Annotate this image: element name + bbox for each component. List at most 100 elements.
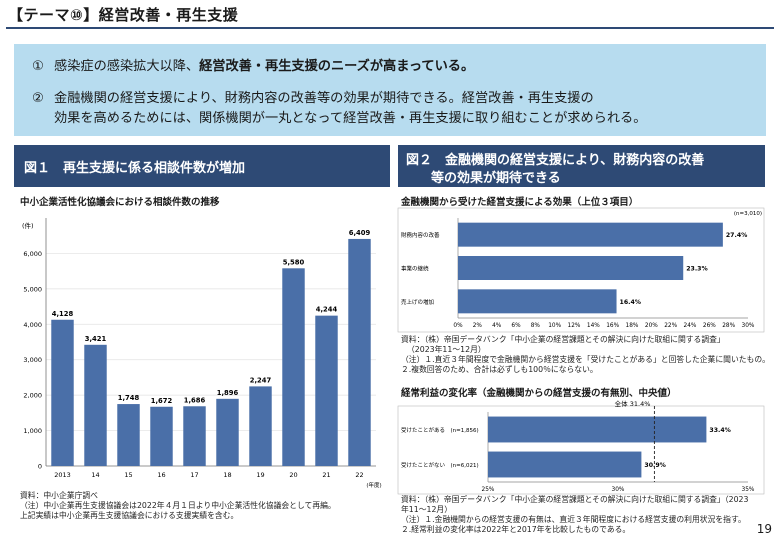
fig2b-data-label: 33.4% — [709, 427, 730, 434]
fig2a-x-tick-label: 26% — [703, 323, 716, 329]
fig1-bar — [183, 406, 206, 466]
fig2a-x-tick-label: 10% — [548, 323, 561, 329]
fig2b-x-tick-label: 35% — [742, 487, 755, 493]
fig2a-data-label: 16.4% — [620, 299, 641, 306]
fig2a-category-label: 売上げの増加 — [401, 298, 434, 306]
fig1-bar — [117, 404, 140, 466]
fig1-data-label: 1,896 — [217, 389, 239, 397]
fig1-data-label: 5,580 — [283, 258, 305, 266]
fig2-header: 図２ 金融機関の経営支援により、財務内容の改善 等の効果が期待できる — [398, 145, 765, 187]
fig1-x-tick-label: 20 — [289, 471, 297, 479]
fig2b-bar — [488, 451, 642, 478]
fig1-x-tick-label: 19 — [256, 471, 264, 479]
fig1-data-label: 2,247 — [250, 376, 272, 384]
summary-item-1-number: ① — [32, 59, 44, 74]
fig2a-frame — [397, 207, 765, 333]
fig2a-category-label: 財務内容の改善 — [401, 231, 440, 239]
fig2b-data-label: 30.9% — [644, 462, 665, 469]
fig1-data-label: 1,672 — [151, 397, 173, 405]
fig2a-x-tick-label: 12% — [568, 323, 581, 329]
fig2b-reference-label: 全体 31.4% — [615, 399, 651, 408]
fig1-x-tick-label: 21 — [322, 471, 330, 479]
fig2b-x-tick-label: 30% — [612, 487, 625, 493]
fig2b-frame — [397, 405, 765, 495]
fig2-note-b-3: （注）１.金融機関からの経営支援の有無は、直近３年間程度における経営支援の利用状… — [401, 515, 746, 524]
fig1-data-label: 3,421 — [85, 335, 107, 343]
fig2-subtitle-b: 経常利益の変化率（金融機関からの経営支援の有無別、中央値） — [401, 388, 677, 399]
fig1-y-tick-label: 6,000 — [23, 250, 42, 258]
fig1-bar-chart: (件) 0 1,000 2,000 3,000 4,000 5,000 6,000 4,128 2… — [22, 218, 382, 489]
fig1-data-label: 4,244 — [316, 306, 338, 314]
fig1-note-2: （注）中小企業再生支援協議会は2022年４月１日より中小企業活性化協議会として再… — [20, 501, 336, 510]
fig1-y-tick-label: 3,000 — [23, 356, 42, 364]
fig1-x-axis-label: (年度) — [366, 481, 381, 489]
fig2a-n-label: (n=3,010) — [734, 211, 762, 217]
fig1-subtitle: 中小企業活性化協議会における相談件数の推移 — [20, 197, 220, 208]
fig1-y-tick-label: 4,000 — [23, 321, 42, 329]
fig1-bar — [84, 344, 107, 466]
fig2a-data-label: 27.4% — [726, 232, 747, 239]
fig2-profit-chart: 25% 30% 35% 33.4% 受けたことがある (n=1,856) 30.9% 受けた… — [397, 399, 765, 495]
fig1-data-label: 6,409 — [349, 229, 371, 237]
fig1-y-tick-label: 0 — [38, 463, 42, 471]
page-number: 19 — [756, 522, 772, 536]
fig2b-bar — [488, 416, 707, 443]
fig1-bar — [51, 319, 74, 466]
fig2a-x-tick-label: 6% — [511, 323, 521, 329]
fig2-header-line-2: 等の効果が期待できる — [431, 171, 561, 186]
summary-item-2-line-1: 金融機関の経営支援により、財務内容の改善等の効果が期待できる。経営改善・再生支援… — [54, 91, 594, 106]
fig2-notes-a: 資料：（株）帝国データバンク「中小企業の経営課題とその解決に向けた取組に関する調… — [401, 335, 770, 375]
fig2-note-b-1: 資料：（株）帝国データバンク「中小企業の経営課題とその解決に向けた取組に関する調… — [401, 495, 749, 504]
fig1-data-label: 1,686 — [184, 396, 206, 404]
summary-item-2-number: ② — [32, 91, 44, 106]
fig2-note-a-1: 資料：（株）帝国データバンク「中小企業の経営課題とその解決に向けた取組に関する調… — [401, 335, 725, 344]
fig1-note-1: 資料：中小企業庁調べ — [20, 491, 98, 500]
fig1-bar — [249, 386, 272, 466]
fig1-x-tick-label: 22 — [355, 471, 363, 479]
fig1-x-tick-label: 17 — [190, 471, 198, 479]
fig1-header: 図１ 再生支援に係る相談件数が増加 — [14, 145, 390, 187]
fig1-bar — [282, 268, 305, 466]
summary-item-1: ① 感染症の感染拡大以降、経営改善・再生支援のニーズが高まっている。 — [32, 57, 474, 76]
fig2b-category-label: 受けたことがある (n=1,856) — [401, 426, 479, 434]
fig1-unit-label: (件) — [22, 221, 34, 230]
fig2a-x-tick-label: 18% — [626, 323, 639, 329]
fig2-subtitle-a: 金融機関から受けた経営支援による効果（上位３項目） — [401, 197, 639, 208]
summary-item-1-text: 感染症の感染拡大以降、 — [54, 59, 200, 74]
fig1-y-tick-label: 2,000 — [23, 392, 42, 400]
fig1-bar — [315, 315, 338, 466]
fig2a-x-tick-label: 20% — [645, 323, 658, 329]
fig2a-x-tick-label: 2% — [473, 323, 483, 329]
summary-box: ① 感染症の感染拡大以降、経営改善・再生支援のニーズが高まっている。 ② 金融機… — [14, 44, 766, 136]
fig1-data-label: 1,748 — [118, 394, 140, 402]
fig2-note-b-2: 年11～12月） — [401, 505, 453, 514]
fig2a-x-tick-label: 24% — [684, 323, 697, 329]
fig2a-x-tick-label: 8% — [531, 323, 541, 329]
fig1-x-tick-label: 2013 — [54, 471, 71, 479]
summary-item-1-bold: 経営改善・再生支援のニーズが高まっている。 — [199, 59, 475, 74]
summary-item-2-line-2: 効果を高めるためには、関係機関が一丸となって経営改善・再生支援に取り組むことが求… — [54, 111, 647, 126]
fig1-data-label: 4,128 — [52, 310, 74, 318]
fig2a-bar — [458, 256, 684, 280]
fig2a-bar — [458, 222, 723, 247]
fig1-y-tick-label: 1,000 — [23, 427, 42, 435]
title-divider — [6, 27, 774, 29]
fig1-header-text: 図１ 再生支援に係る相談件数が増加 — [24, 161, 246, 176]
fig2-notes-b: 資料：（株）帝国データバンク「中小企業の経営課題とその解決に向けた取組に関する調… — [401, 495, 748, 535]
fig1-bar — [150, 406, 173, 466]
fig2a-data-label: 23.3% — [686, 266, 707, 273]
summary-item-2: ② 金融機関の経営支援により、財務内容の改善等の効果が期待できる。経営改善・再生… — [32, 89, 594, 108]
fig2-note-a-4: ２.複数回答のため、合計は必ずしも100％にならない。 — [401, 365, 598, 374]
fig2-note-a-2: （2023年11～12月） — [407, 345, 486, 354]
fig2b-x-tick-label: 25% — [482, 487, 495, 493]
fig1-x-tick-label: 14 — [91, 471, 99, 479]
fig1-bar — [348, 238, 371, 466]
fig1-x-tick-label: 15 — [124, 471, 132, 479]
fig1-bar — [216, 398, 239, 466]
fig1-x-tick-label: 18 — [223, 471, 231, 479]
fig2a-x-tick-label: 28% — [722, 323, 735, 329]
fig2a-category-label: 事業の継続 — [401, 265, 429, 273]
fig1-x-tick-label: 16 — [157, 471, 165, 479]
fig2a-x-tick-label: 14% — [587, 323, 600, 329]
fig2a-x-tick-label: 22% — [664, 323, 677, 329]
